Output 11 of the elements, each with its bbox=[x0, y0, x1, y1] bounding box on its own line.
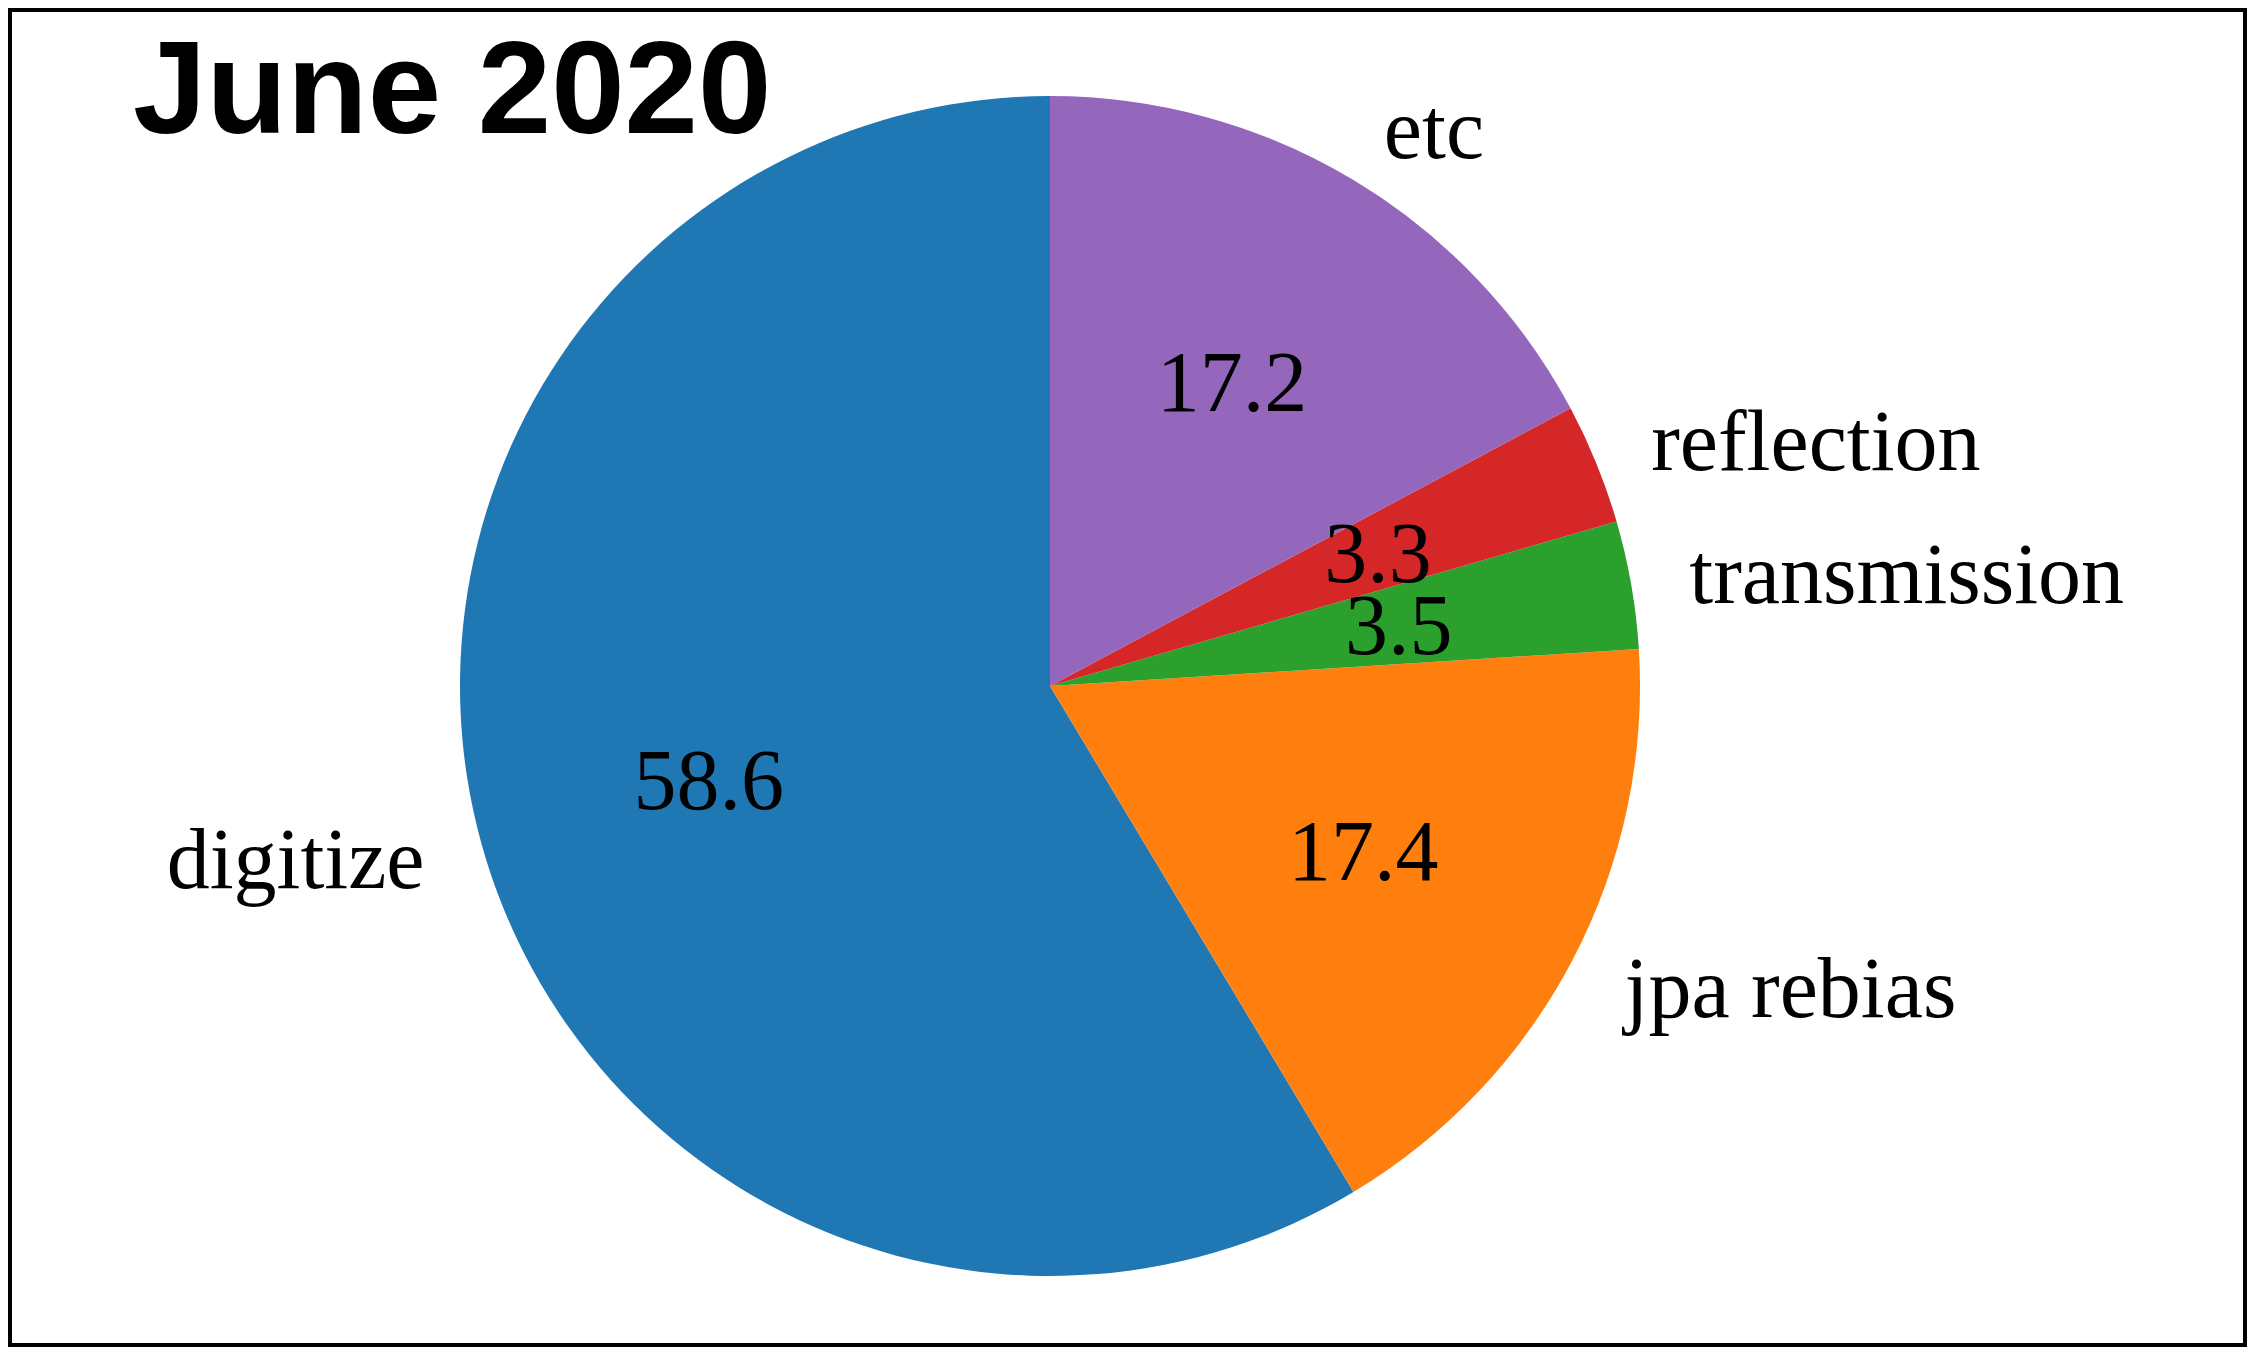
data-label: 17.4 bbox=[1288, 802, 1439, 899]
slice-label: digitize bbox=[166, 811, 425, 908]
slice-label: transmission bbox=[1689, 526, 2125, 623]
data-label: 58.6 bbox=[633, 732, 785, 829]
slice-label: reflection bbox=[1651, 393, 1981, 490]
data-label: 17.2 bbox=[1156, 334, 1308, 431]
pie-slice bbox=[1050, 96, 1571, 686]
chart-title: June 2020 bbox=[133, 14, 772, 161]
slice-label: jpa rebias bbox=[1621, 939, 1957, 1036]
pie-slice bbox=[1050, 521, 1639, 686]
slice-label: etc bbox=[1383, 81, 1485, 178]
